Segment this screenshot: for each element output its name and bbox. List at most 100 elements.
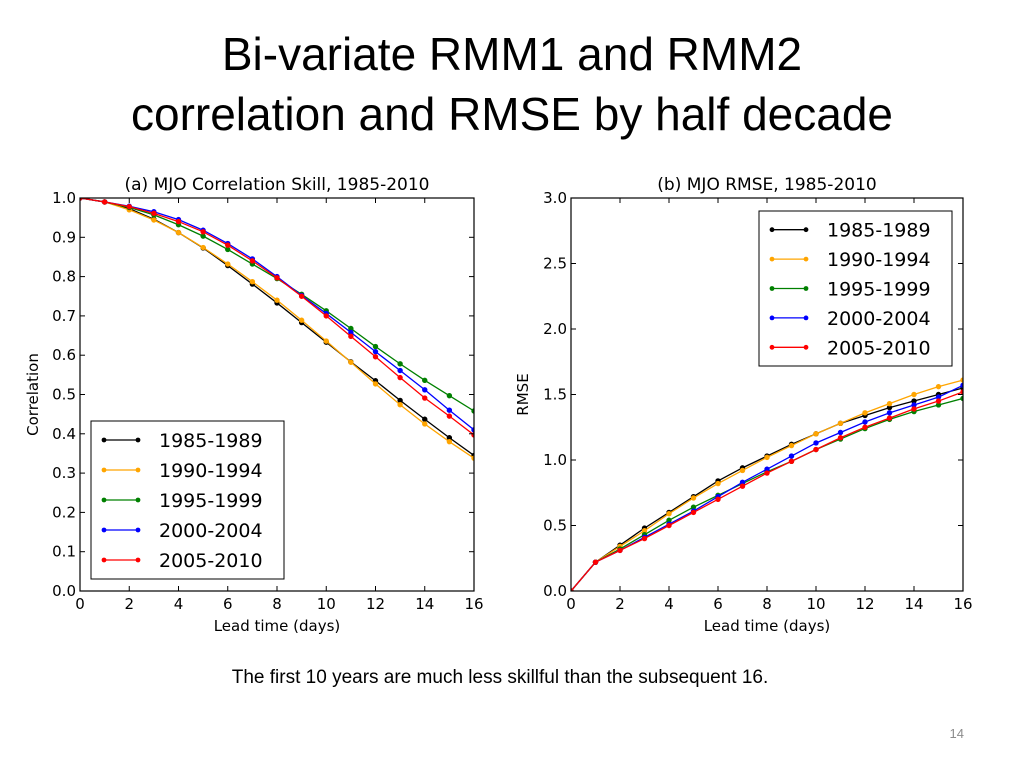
data-point xyxy=(397,361,403,367)
y-tick-label: 1.0 xyxy=(543,451,567,469)
data-point xyxy=(372,343,379,350)
x-tick-label: 6 xyxy=(223,595,233,613)
x-tick-label: 8 xyxy=(272,595,282,613)
legend-label: 1995-1999 xyxy=(827,279,931,301)
data-point xyxy=(422,416,428,422)
y-tick-label: 0.2 xyxy=(52,503,76,521)
y-tick-label: 3.0 xyxy=(543,189,567,207)
legend-marker xyxy=(769,227,775,233)
legend-marker xyxy=(101,527,107,533)
data-point xyxy=(446,407,453,413)
legend-marker xyxy=(101,467,107,473)
legend-item: 1985-1989 xyxy=(101,430,263,452)
data-point xyxy=(837,435,844,441)
data-point xyxy=(862,410,868,416)
data-point xyxy=(200,244,206,251)
chart-title: (b) MJO RMSE, 1985-2010 xyxy=(657,175,876,195)
legend-item: 2005-2010 xyxy=(769,337,931,359)
x-tick-label: 12 xyxy=(855,595,874,613)
x-tick-label: 2 xyxy=(124,595,134,613)
x-tick-label: 10 xyxy=(317,595,336,613)
x-tick-label: 8 xyxy=(762,595,772,613)
data-point xyxy=(788,453,795,459)
y-tick-label: 0.9 xyxy=(52,228,76,246)
data-point xyxy=(225,261,231,267)
legend-item: 1995-1999 xyxy=(769,279,931,301)
data-point xyxy=(837,429,844,436)
legend-marker xyxy=(803,227,809,233)
chart-title: (a) MJO Correlation Skill, 1985-2010 xyxy=(125,175,430,195)
data-point xyxy=(249,279,256,285)
legend-marker xyxy=(803,315,809,321)
y-tick-label: 0.1 xyxy=(52,543,76,561)
data-point xyxy=(739,483,746,489)
legend-item: 1985-1989 xyxy=(769,220,931,242)
data-point xyxy=(274,297,280,303)
data-point xyxy=(764,454,770,461)
data-point xyxy=(151,210,157,217)
x-tick-label: 16 xyxy=(953,595,972,613)
legend-marker xyxy=(101,437,107,443)
legend-marker xyxy=(101,497,107,503)
legend-label: 2000-2004 xyxy=(827,308,931,330)
data-point xyxy=(101,199,108,205)
y-axis-label: Correlation xyxy=(24,353,42,436)
y-tick-label: 0.4 xyxy=(52,425,76,443)
y-tick-label: 0.8 xyxy=(52,268,76,286)
x-tick-label: 10 xyxy=(806,595,825,613)
legend-label: 1990-1994 xyxy=(827,249,931,271)
data-point xyxy=(911,406,917,412)
y-tick-label: 0.7 xyxy=(52,307,76,325)
x-tick-label: 12 xyxy=(366,595,385,613)
data-point xyxy=(690,495,697,501)
series-line-1990-1994 xyxy=(80,198,474,459)
legend-label: 2000-2004 xyxy=(159,520,263,542)
data-point xyxy=(788,442,795,449)
data-point xyxy=(274,275,280,281)
data-point xyxy=(249,258,256,264)
data-point xyxy=(397,367,403,374)
y-tick-label: 0.0 xyxy=(543,582,567,600)
legend-marker xyxy=(135,497,141,503)
legend: 1985-1989 1990-1994 1995-1999 2000-2004 2005… xyxy=(758,210,953,367)
data-point xyxy=(175,218,182,225)
data-point xyxy=(372,381,379,387)
data-point xyxy=(837,420,844,427)
data-point xyxy=(788,458,795,465)
data-point xyxy=(739,467,746,474)
data-point xyxy=(862,419,868,425)
legend: 1985-1989 1990-1994 1995-1999 2000-2004 2005… xyxy=(90,420,285,580)
x-tick-label: 14 xyxy=(415,595,434,613)
data-point xyxy=(446,438,453,445)
y-tick-label: 1.0 xyxy=(52,189,76,207)
data-point xyxy=(422,387,428,393)
data-point xyxy=(348,359,354,365)
legend-item: 2000-2004 xyxy=(769,308,931,330)
data-point xyxy=(323,338,329,344)
legend-marker xyxy=(135,527,141,533)
legend-marker xyxy=(135,467,141,473)
data-point xyxy=(617,547,623,554)
data-point xyxy=(862,424,868,430)
legend-label: 2005-2010 xyxy=(159,550,263,572)
chart-panel-correlation: (a) MJO Correlation Skill, 1985-2010 0 2 4 6… xyxy=(24,175,484,635)
data-point xyxy=(764,470,770,476)
data-point xyxy=(446,392,453,399)
legend-marker xyxy=(803,256,809,262)
data-point xyxy=(886,400,893,407)
legend-label: 2005-2010 xyxy=(827,337,931,359)
legend-item: 2005-2010 xyxy=(101,550,263,572)
x-axis-label: Lead time (days) xyxy=(214,617,341,635)
legend-label: 1985-1989 xyxy=(827,220,931,242)
data-point xyxy=(592,559,599,565)
data-point xyxy=(886,415,893,421)
data-point xyxy=(935,383,942,390)
x-tick-label: 4 xyxy=(174,595,184,613)
legend-item: 1995-1999 xyxy=(101,490,263,512)
data-point xyxy=(641,535,648,542)
data-point xyxy=(886,410,893,416)
y-tick-label: 0.5 xyxy=(543,517,567,535)
y-tick-label: 0.3 xyxy=(52,464,76,482)
data-point xyxy=(200,229,206,235)
